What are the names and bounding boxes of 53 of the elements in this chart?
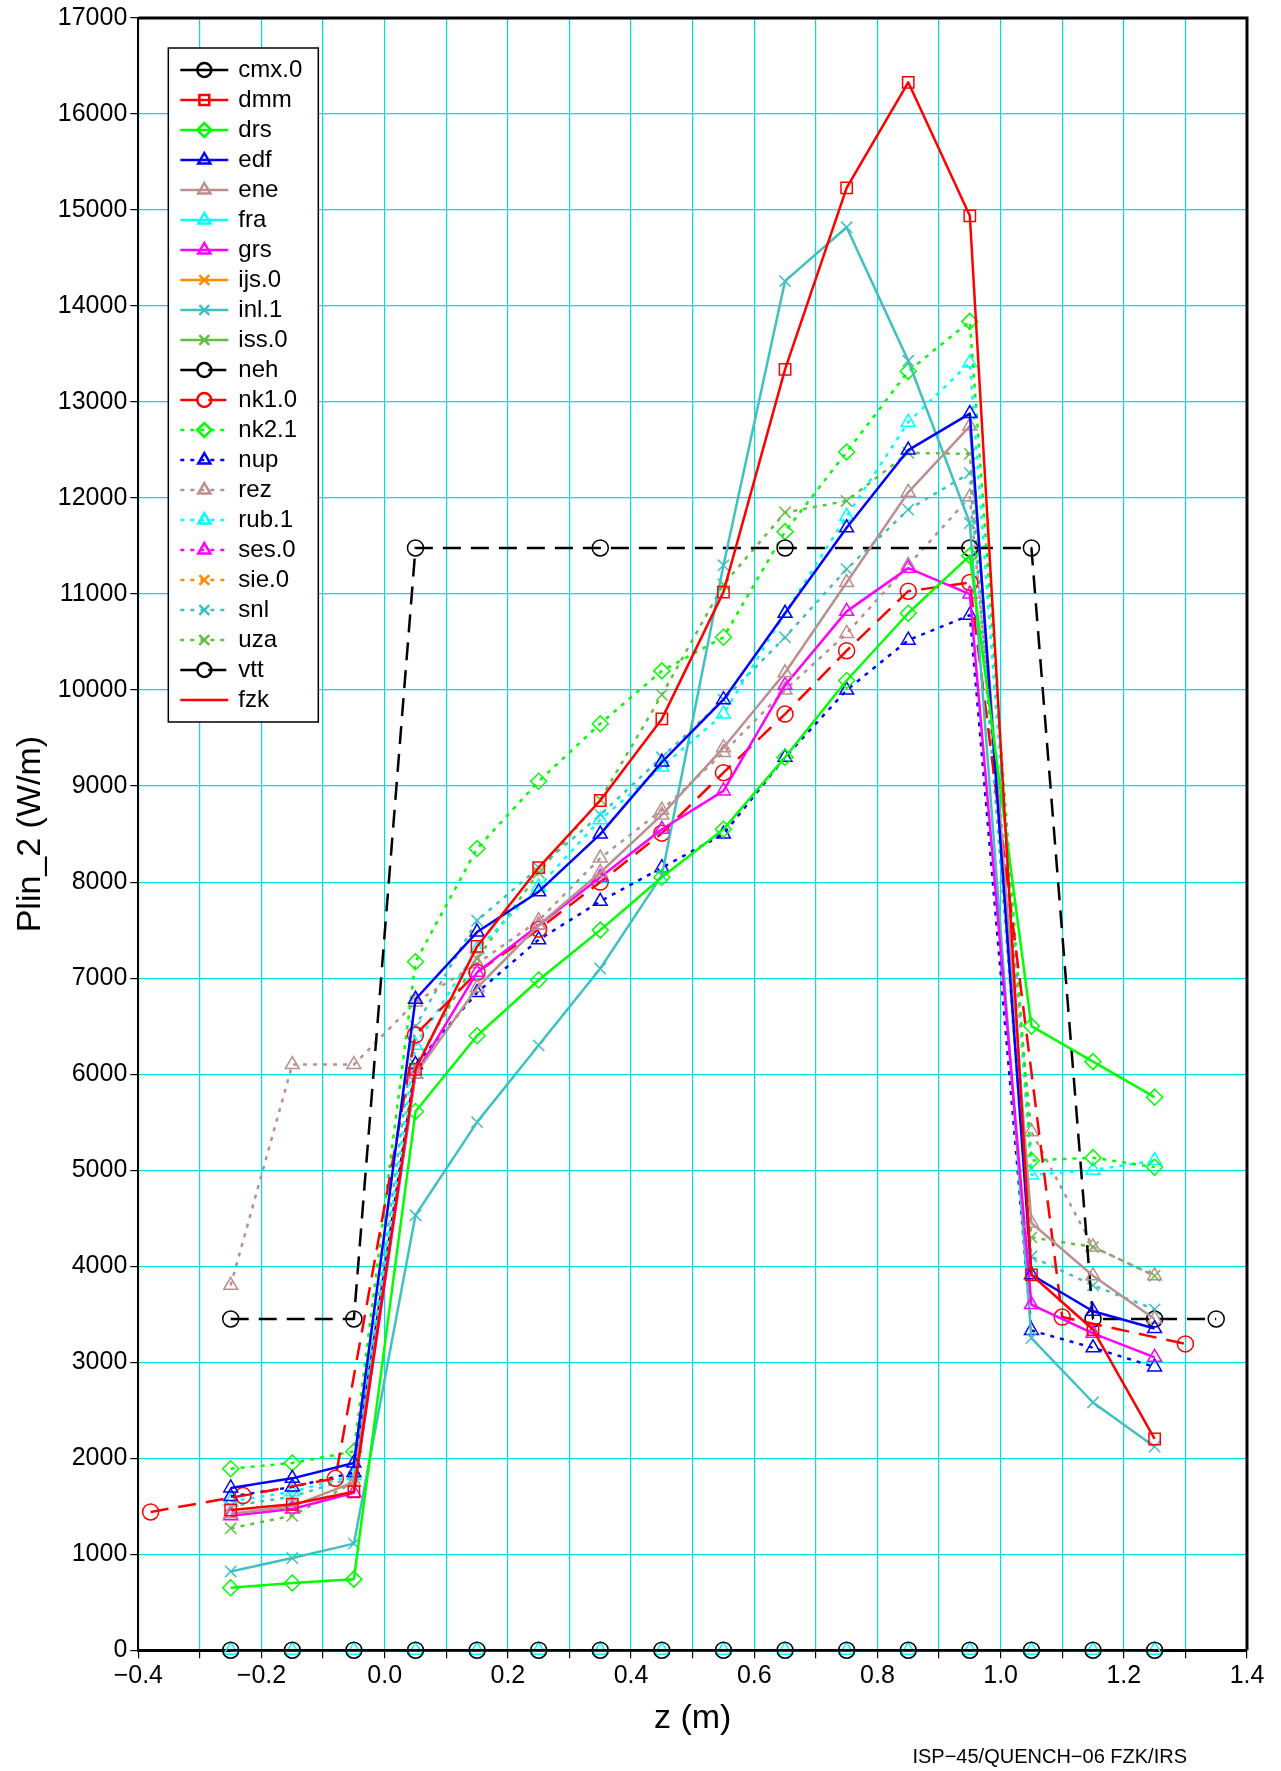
y-tick-label: 17000 — [57, 1, 128, 30]
y-tick-label: 8000 — [71, 866, 128, 894]
x-tick-label: 0.2 — [490, 1660, 526, 1689]
legend-label: ijs.0 — [238, 264, 282, 292]
y-tick-label: 1000 — [71, 1538, 128, 1567]
legend-label: vtt — [238, 654, 264, 682]
legend-label: uza — [238, 624, 278, 652]
y-tick-label: 3000 — [71, 1346, 128, 1375]
legend-label: rez — [238, 474, 272, 502]
legend-label: nk1.0 — [238, 384, 298, 412]
legend-label: nup — [238, 444, 279, 472]
y-tick-label: 6000 — [71, 1058, 128, 1087]
y-tick-label: 12000 — [57, 481, 128, 510]
x-tick-label: −0.2 — [236, 1660, 287, 1689]
y-axis-title: Plin_2 (W/m) — [8, 735, 47, 933]
x-tick-label: 1.2 — [1106, 1660, 1142, 1689]
x-axis-title: z (m) — [653, 1696, 732, 1735]
legend-label: rub.1 — [238, 504, 294, 532]
x-tick-label: 1.4 — [1229, 1660, 1265, 1689]
legend-label: ses.0 — [238, 534, 296, 562]
x-tick-label: 1.0 — [983, 1660, 1019, 1689]
x-tick-label: 0.0 — [367, 1660, 403, 1689]
legend-label: drs — [238, 114, 272, 142]
y-tick-label: 7000 — [71, 962, 128, 991]
legend-label: dmm — [238, 84, 292, 112]
legend-label: nk2.1 — [238, 414, 298, 442]
y-tick-label: 2000 — [71, 1442, 128, 1471]
y-tick-label: 10000 — [57, 673, 128, 702]
legend-label: edf — [238, 144, 273, 172]
x-tick-label: 0.8 — [860, 1660, 895, 1689]
legend-label: snl — [238, 594, 270, 622]
y-tick-label: 9000 — [71, 769, 128, 798]
x-tick-label: 0.4 — [613, 1660, 649, 1689]
legend-label: ene — [238, 174, 279, 202]
y-tick-label: 13000 — [57, 385, 128, 414]
legend-label: iss.0 — [238, 324, 288, 352]
text: ISP−45/QUENCH−06 FZK/IRS — [912, 1744, 1187, 1767]
x-tick-label: 0.6 — [736, 1660, 772, 1689]
y-tick-label: 0 — [113, 1634, 128, 1663]
y-tick-label: 16000 — [57, 97, 128, 126]
legend-label: cmx.0 — [238, 54, 303, 82]
y-tick-label: 5000 — [71, 1154, 128, 1183]
x-tick-label: −0.4 — [113, 1660, 164, 1689]
y-tick-label: 4000 — [71, 1250, 128, 1279]
y-tick-label: 14000 — [57, 289, 128, 318]
legend-label: grs — [238, 234, 272, 262]
legend-label: neh — [238, 354, 279, 382]
y-tick-label: 15000 — [57, 193, 128, 222]
legend-label: fzk — [238, 684, 270, 712]
legend-label: sie.0 — [238, 564, 290, 592]
legend-label: fra — [238, 204, 267, 232]
legend-label: inl.1 — [238, 294, 283, 322]
y-tick-label: 11000 — [59, 577, 128, 606]
